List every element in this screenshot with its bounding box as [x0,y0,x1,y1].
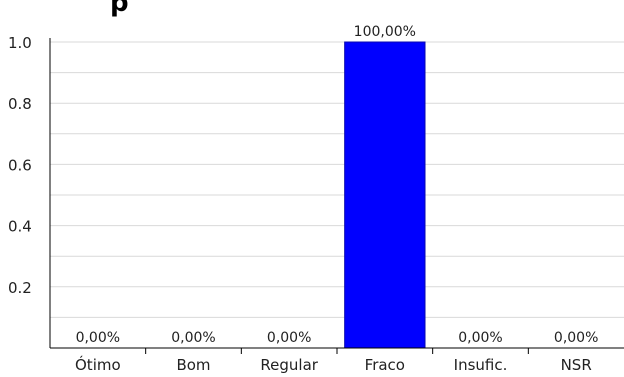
data-label: 100,00% [354,24,416,40]
axes [49,38,624,354]
y-tick-label: 0.4 [8,218,32,236]
y-tick-label: 0.8 [8,95,32,113]
x-tick-label: Regular [260,356,318,373]
gridlines [50,41,624,318]
data-label: 0,00% [267,330,311,346]
data-label: 0,00% [554,330,598,346]
data-label: 0,00% [171,330,215,346]
y-tick-label: 0.2 [8,279,32,297]
x-tick-label: Bom [176,356,210,373]
bars [344,41,426,349]
x-tick-label: Ótimo [75,355,121,373]
bar [344,41,426,349]
labels: 0.2 0.4 0.6 0.8 1.0 0,00% 0,00% 0,00% 100,00% 0,0… [8,24,598,374]
y-tick-label: 0.6 [8,156,32,174]
chart-title-fragment: p [110,0,130,18]
x-tick-label: NSR [561,356,592,373]
data-label: 0,00% [76,330,120,346]
x-tick-label: Fraco [365,356,405,373]
y-tick-label: 1.0 [8,34,32,52]
x-tick-label: Insufic. [454,356,508,373]
data-label: 0,00% [458,330,502,346]
